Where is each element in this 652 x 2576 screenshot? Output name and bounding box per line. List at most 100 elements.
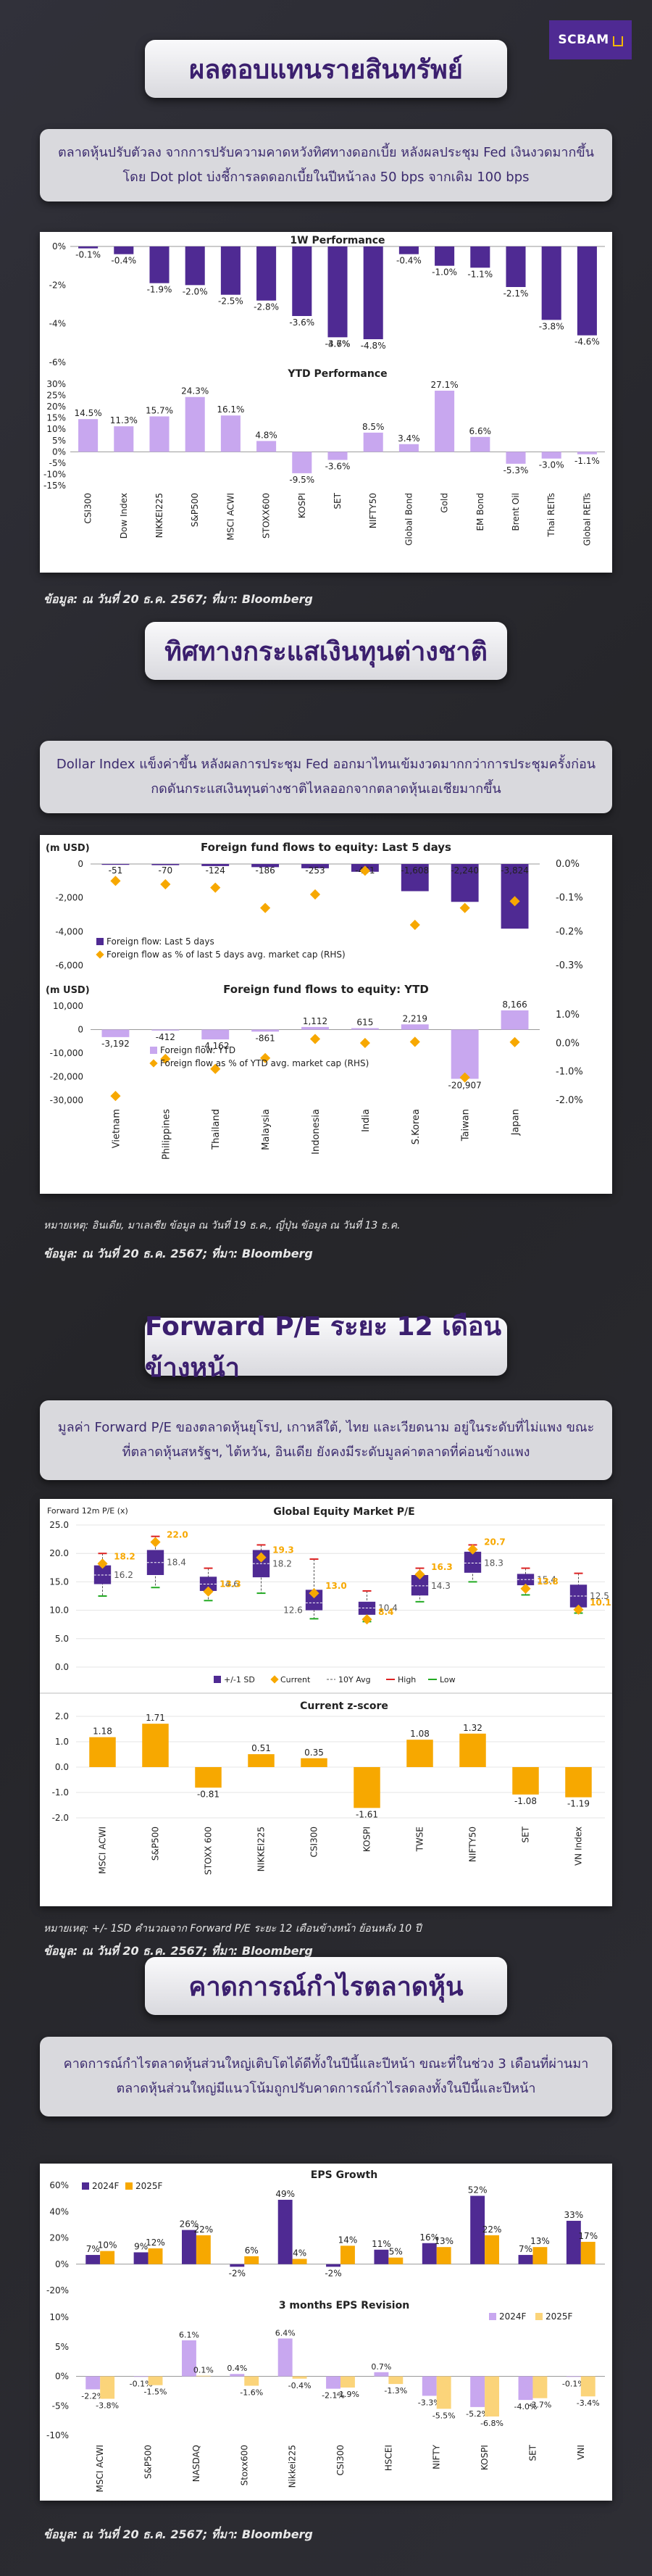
legend-swatch — [149, 1059, 158, 1068]
bar-flow-ytd — [251, 1029, 280, 1032]
legend-label: 2025F — [135, 2181, 163, 2191]
y-tick-label: -1.0 — [52, 1787, 69, 1798]
data-label: -2,240 — [451, 865, 479, 876]
data-label: 1.08 — [410, 1729, 430, 1739]
bar-rev-2025 — [485, 2376, 499, 2417]
y-tick-label: 15.0 — [49, 1576, 69, 1587]
avg-label: 18.3 — [484, 1558, 503, 1569]
marker-flow-pct — [110, 876, 121, 886]
legend-label: Foreign flow as % of YTD avg. market cap… — [160, 1058, 369, 1068]
data-label: 1,112 — [303, 1016, 327, 1026]
x-tick-label: Gold — [440, 493, 450, 513]
data-label: -3,192 — [101, 1039, 130, 1049]
data-label: -2.1% — [503, 288, 529, 299]
bar-eps-2025 — [196, 2235, 211, 2264]
x-tick-label: CSI300 — [309, 1827, 319, 1857]
y2-tick-label: 0.0% — [556, 1038, 580, 1049]
fund-flow-chart: Foreign fund flows to equity: Last 5 day… — [46, 841, 583, 1160]
x-tick-label: VN Index — [574, 1827, 584, 1866]
data-label: -2% — [325, 2268, 341, 2278]
x-tick-label: India — [361, 1109, 372, 1132]
marker-flow-pct — [260, 1052, 271, 1063]
bar-flow-5d — [451, 864, 479, 902]
x-tick-label: Vietnam — [111, 1109, 122, 1148]
section-header-asset-returns: ผลตอบแทนรายสินทรัพย์ — [145, 40, 507, 98]
x-tick-label: EM Bond — [475, 493, 485, 531]
y-tick-label: -10% — [46, 2430, 69, 2440]
y2-tick-label: -0.2% — [556, 926, 583, 937]
marker-flow-pct — [459, 902, 470, 913]
x-tick-label: KOSPI — [362, 1827, 372, 1852]
data-label: 0.4% — [227, 2364, 247, 2373]
marker-flow-pct — [210, 882, 221, 893]
bar-rev-2025 — [532, 2376, 548, 2398]
bar-rev-2024 — [470, 2376, 485, 2407]
bar-1w — [78, 246, 99, 249]
avg-label: 15.4 — [537, 1574, 556, 1584]
data-label: 6.6% — [469, 426, 492, 436]
data-label: 0.51 — [251, 1743, 271, 1753]
bar-rev-2024 — [422, 2376, 437, 2396]
bar-zscore — [565, 1767, 592, 1798]
bar-zscore — [459, 1733, 486, 1767]
bar-ytd — [470, 436, 490, 452]
bar-rev-2025 — [580, 2376, 595, 2397]
bar-rev-2025 — [100, 2376, 115, 2399]
data-label: 22% — [482, 2224, 502, 2235]
data-label: 24.3% — [181, 386, 209, 396]
y-tick-label: 60% — [49, 2180, 69, 2190]
avg-label: 18.4 — [167, 1558, 186, 1568]
x-tick-label: CSI300 — [83, 493, 93, 523]
data-label: -70 — [159, 865, 173, 876]
data-label: 2,219 — [403, 1013, 427, 1023]
data-label: -3.4% — [577, 2398, 600, 2408]
chart-title: Foreign fund flows to equity: YTD — [223, 983, 429, 996]
data-label: -2.8% — [254, 302, 279, 312]
data-label: 5% — [389, 2247, 403, 2257]
x-tick-label: Taiwan — [461, 1109, 472, 1142]
y-tick-label: -20% — [46, 2285, 69, 2295]
y-tick-label: -4,000 — [55, 926, 83, 936]
data-label: -4.6% — [574, 337, 600, 347]
y-tick-label: -2,000 — [55, 893, 83, 903]
x-tick-label: NIFTY50 — [368, 493, 378, 528]
y-tick-label: 0% — [52, 446, 66, 457]
y-tick-label: 10,000 — [53, 1001, 83, 1011]
footnote: หมายเหตุ: อินเดีย, มาเลเซีย ข้อมูล ณ วัน… — [43, 1220, 401, 1231]
bar-rev-2025 — [196, 2375, 211, 2377]
data-label: 13% — [434, 2236, 454, 2246]
avg-label: 10.4 — [378, 1603, 398, 1613]
data-label: -0.1% — [75, 250, 101, 260]
y-tick-label: -20,000 — [50, 1072, 83, 1082]
x-tick-label: Stoxx600 — [239, 2445, 249, 2485]
chart-title: EPS Growth — [311, 2169, 377, 2181]
data-label: -2.5% — [218, 296, 243, 307]
x-tick-label: Dow Index — [119, 493, 129, 539]
y-tick-label: 10% — [46, 424, 66, 434]
bar-rev-2024 — [518, 2376, 533, 2401]
data-label: -0.4% — [111, 256, 136, 266]
y-tick-label: 1.0 — [55, 1737, 69, 1747]
legend-swatch — [125, 2182, 133, 2190]
x-tick-label: VNI — [576, 2445, 586, 2460]
legend-label: Foreign flow as % of last 5 days avg. ma… — [106, 950, 346, 960]
bar-zscore — [512, 1767, 539, 1795]
bar-ytd — [78, 419, 99, 452]
x-tick-label: Thailand — [211, 1109, 222, 1150]
x-tick-label: TWSE — [415, 1827, 425, 1852]
callout-forward-pe: มูลค่า Forward P/E ของตลาดหุ้นยุโรป, เกา… — [40, 1400, 612, 1480]
callout-earnings: คาดการณ์กำไรตลาดหุ้นส่วนใหญ่เติบโตได้ดีท… — [40, 2037, 612, 2116]
bar-rev-2025 — [340, 2376, 355, 2388]
data-label: 52% — [468, 2185, 488, 2195]
y-tick-label: -2% — [49, 280, 66, 290]
data-label: -1.61 — [356, 1809, 378, 1819]
sd-box — [464, 1551, 482, 1573]
bar-flow-5d — [101, 864, 130, 865]
data-label: -3.3% — [418, 2398, 441, 2407]
bar-eps-2024 — [85, 2255, 101, 2264]
data-label: -2.2% — [81, 2391, 104, 2401]
data-label: 4.8% — [255, 430, 277, 440]
data-label: 16.1% — [217, 404, 244, 415]
x-tick-label: CSI300 — [335, 2445, 346, 2475]
